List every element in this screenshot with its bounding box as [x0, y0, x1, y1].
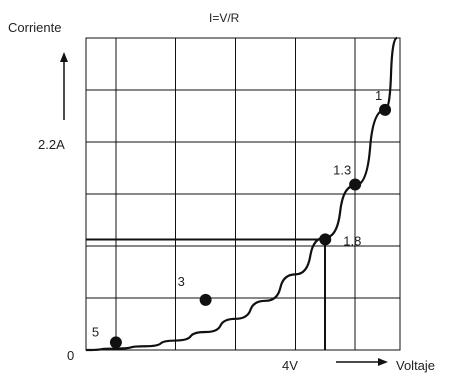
data-point-label: 1.3	[333, 163, 351, 178]
x-axis-arrow-head	[378, 358, 388, 366]
data-point-label: 3	[178, 274, 185, 289]
data-point-label: 1.8	[343, 233, 361, 248]
x-axis-arrow	[336, 358, 388, 366]
y-origin-label: 0	[67, 348, 74, 363]
data-point	[349, 178, 362, 191]
data-point	[109, 336, 122, 349]
plot-frame	[85, 37, 401, 351]
data-point	[379, 103, 392, 116]
y-marker-label: 2.2A	[38, 137, 65, 152]
curve-layer	[85, 36, 398, 352]
curve-line	[85, 36, 398, 352]
guide-lines	[86, 238, 327, 350]
data-point	[319, 233, 332, 246]
x-axis-label: Voltaje	[396, 358, 435, 373]
data-point-label: 1	[375, 88, 382, 103]
chart-title: I=V/R	[209, 11, 240, 25]
y-axis-label: Corriente	[8, 20, 61, 35]
grid	[85, 37, 401, 351]
y-axis-arrow	[60, 52, 68, 120]
data-points	[109, 103, 392, 349]
data-point-labels: 5 3 1.8 1.3 1	[92, 88, 382, 340]
x-marker-label: 4V	[282, 358, 298, 373]
data-point	[199, 293, 212, 306]
y-axis-arrow-head	[60, 52, 68, 62]
data-point-label: 5	[92, 324, 99, 339]
